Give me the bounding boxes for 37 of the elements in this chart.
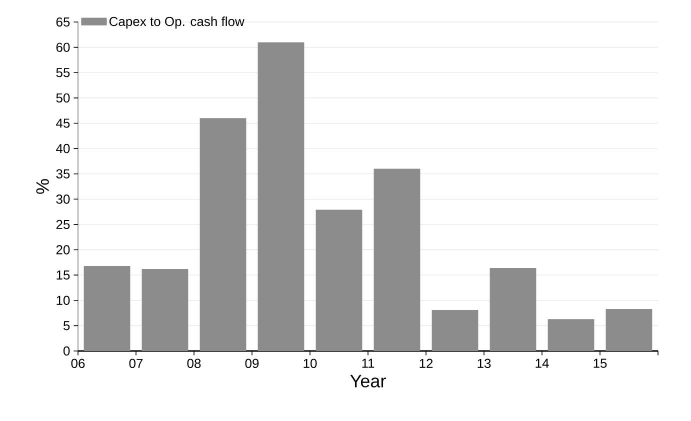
y-tick-label: 30 [56, 194, 70, 204]
x-tick-label: 12 [420, 358, 433, 368]
bar [490, 268, 536, 351]
y-tick-label: 0 [63, 346, 70, 356]
bar [548, 319, 594, 351]
y-tick-label: 5 [63, 321, 70, 330]
x-tick-label: 15 [594, 358, 607, 368]
x-tick-label: 07 [129, 358, 143, 368]
y-axis-title: % [36, 179, 49, 194]
x-tick-label: 10 [304, 358, 317, 368]
y-tick-label: 35 [56, 169, 70, 178]
x-tick-label: 06 [71, 358, 85, 368]
y-tick-label: 55 [56, 68, 70, 78]
bar [258, 42, 304, 351]
y-tick-label: 10 [56, 296, 70, 305]
y-tick-label: 60 [56, 42, 70, 52]
x-tick-label: 09 [245, 358, 259, 368]
bar [200, 118, 246, 351]
legend-label: Capex to Op. cash flow [109, 16, 244, 29]
y-tick-label: 25 [56, 220, 70, 230]
y-tick-label: 65 [56, 17, 70, 27]
bar [606, 308, 652, 351]
bar [84, 266, 130, 351]
x-tick-label: 08 [187, 358, 201, 368]
y-tick-label: 50 [56, 93, 70, 103]
x-tick-label: 11 [362, 358, 374, 368]
x-axis-title: Year [350, 374, 386, 388]
x-tick-label: 13 [478, 358, 491, 368]
y-tick-label: 45 [56, 118, 70, 128]
y-tick-label: 20 [56, 245, 70, 254]
bar [432, 310, 478, 351]
bar [316, 210, 362, 351]
bar [142, 269, 188, 351]
y-tick-label: 40 [56, 144, 70, 154]
x-tick-label: 14 [536, 358, 549, 368]
y-tick-label: 15 [56, 270, 70, 280]
bar [374, 168, 420, 351]
